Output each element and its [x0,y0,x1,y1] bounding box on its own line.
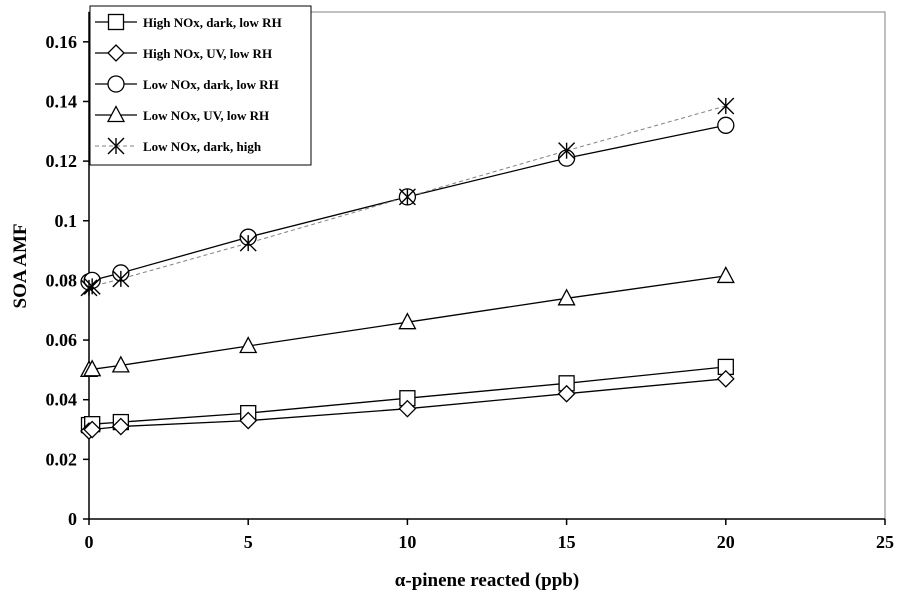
y-tick-label: 0.06 [46,330,78,350]
data-point-triangle [716,266,735,284]
data-point-star [558,142,576,160]
x-tick-label: 15 [558,532,576,552]
data-point-triangle [398,312,417,330]
data-point-star [112,270,130,288]
legend-label: High NOx, UV, low RH [143,46,272,61]
data-point-diamond [716,369,735,388]
x-tick-label: 5 [244,532,253,552]
legend-label: Low NOx, dark, low RH [143,77,279,92]
x-tick-label: 25 [876,532,894,552]
y-axis-title: SOA AMF [10,224,31,309]
legend-label: Low NOx, UV, low RH [143,108,269,123]
legend-box [89,5,312,166]
legend-marker-square [107,13,125,31]
data-point-diamond [398,399,417,418]
data-point-triangle [111,355,130,373]
legend-label: Low NOx, dark, high [143,139,262,154]
x-tick-label: 20 [717,532,735,552]
data-point-star [239,234,257,252]
series-markers [79,97,735,440]
y-tick-label: 0 [68,509,77,529]
y-tick-label: 0.16 [46,32,78,52]
data-point-star [398,188,416,206]
legend-marker-star [107,137,125,155]
y-tick-label: 0.02 [46,449,78,469]
data-point-diamond [557,384,576,403]
data-point-star [83,277,101,295]
x-axis-ticks: 0 5 10 15 20 25 [85,519,894,552]
x-tick-label: 10 [398,532,416,552]
y-tick-label: 0.14 [46,91,78,111]
legend-marker-triangle [106,105,126,123]
legend-label: High NOx, dark, low RH [143,15,282,30]
data-point-triangle [239,336,258,354]
data-point-triangle [557,288,576,306]
data-point-diamond [111,417,130,436]
legend-marker-circle [107,75,125,93]
legend-marker-diamond [107,44,125,62]
y-tick-label: 0.04 [46,390,78,410]
data-point-star [717,97,735,115]
data-point-diamond [239,411,258,430]
legend: High NOx, dark, low RH High NOx, UV, low … [89,5,312,166]
y-tick-label: 0.08 [46,270,78,290]
y-tick-label: 0.12 [46,151,78,171]
data-point-diamond [83,420,102,439]
y-tick-label: 0.1 [55,211,78,231]
x-tick-label: 0 [85,532,94,552]
data-point-circle [717,116,735,134]
data-point-triangle [83,359,102,377]
x-axis-title: α-pinene reacted (ppb) [395,570,579,591]
y-axis-ticks: 0 0.02 0.04 0.06 0.08 0.1 0.12 0.14 0.16 [46,32,89,529]
